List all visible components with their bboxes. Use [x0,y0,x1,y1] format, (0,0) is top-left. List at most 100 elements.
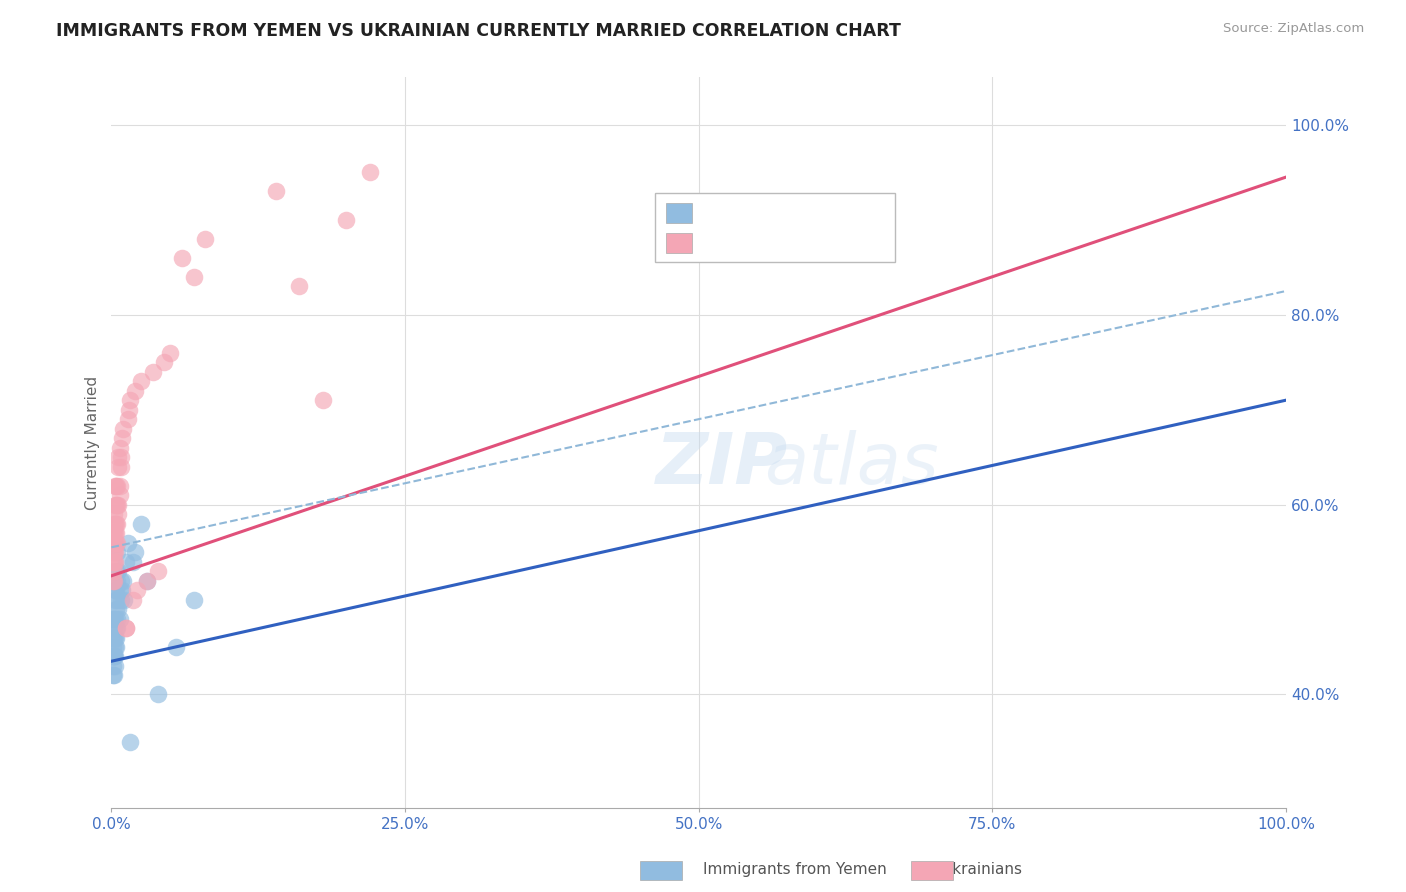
Point [101,526,124,541]
Point [105,602,128,616]
Point [105,498,128,512]
Point [110,592,132,607]
Y-axis label: Currently Married: Currently Married [86,376,100,510]
Text: N = 50: N = 50 [817,203,884,221]
Point [105,498,128,512]
Point [101,640,124,654]
Point [127,582,149,597]
Text: ZIP: ZIP [657,430,789,500]
Point [108,611,131,625]
Point [148,564,170,578]
Point [105,545,128,559]
Point [108,582,131,597]
Point [312,393,335,408]
Point [101,649,124,664]
Point [101,545,124,559]
Point [121,555,143,569]
Point [104,545,127,559]
Point [105,564,128,578]
Text: R =  0.447: R = 0.447 [700,234,804,252]
Point [104,649,127,664]
Point [103,507,125,521]
Point [165,640,187,654]
Point [105,535,128,549]
Point [101,668,124,682]
Point [288,279,311,293]
Point [103,564,125,578]
Point [104,592,127,607]
Point [104,498,127,512]
Point [104,478,127,492]
Point [110,450,132,464]
Point [135,574,157,588]
Point [105,611,128,625]
Point [110,459,132,474]
Text: Ukrainians: Ukrainians [942,863,1024,877]
Point [153,355,176,369]
Point [107,602,129,616]
Point [105,621,128,635]
Point [103,649,125,664]
Point [104,582,127,597]
Point [103,535,125,549]
Point [105,516,128,531]
Point [114,621,136,635]
Point [335,212,357,227]
Point [104,611,127,625]
Point [104,555,127,569]
Point [104,516,127,531]
Point [105,516,128,531]
Point [105,535,128,549]
Point [104,659,127,673]
Point [108,478,131,492]
Point [359,165,381,179]
Point [108,488,131,502]
Point [121,592,143,607]
Point [101,574,124,588]
Text: R =  0.281: R = 0.281 [700,203,804,221]
Point [101,611,124,625]
Point [141,365,163,379]
Point [124,384,146,398]
Point [104,631,127,645]
Point [117,412,139,426]
Point [117,535,139,549]
Point [118,402,141,417]
Point [112,574,135,588]
Point [104,526,127,541]
Point [114,621,136,635]
Point [101,631,124,645]
Text: N = 60: N = 60 [817,234,884,252]
Point [104,535,127,549]
Point [112,422,135,436]
Point [107,564,129,578]
Point [183,269,205,284]
Point [107,459,129,474]
Text: IMMIGRANTS FROM YEMEN VS UKRAINIAN CURRENTLY MARRIED CORRELATION CHART: IMMIGRANTS FROM YEMEN VS UKRAINIAN CURRE… [56,22,901,40]
Point [105,574,128,588]
Point [105,582,128,597]
Point [103,526,125,541]
Point [104,640,127,654]
Point [103,574,125,588]
Point [124,545,146,559]
Point [105,621,128,635]
Text: Immigrants from Yemen: Immigrants from Yemen [703,863,887,877]
Point [114,555,136,569]
Point [103,545,125,559]
Point [107,450,129,464]
Text: atlas: atlas [763,430,939,500]
Point [103,631,125,645]
Point [170,251,193,265]
Point [105,526,128,541]
Point [103,516,125,531]
Point [105,478,128,492]
Point [104,574,127,588]
Point [183,592,205,607]
Point [129,516,152,531]
Point [159,345,181,359]
Point [103,611,125,625]
Point [105,592,128,607]
Point [135,574,157,588]
Point [110,574,132,588]
